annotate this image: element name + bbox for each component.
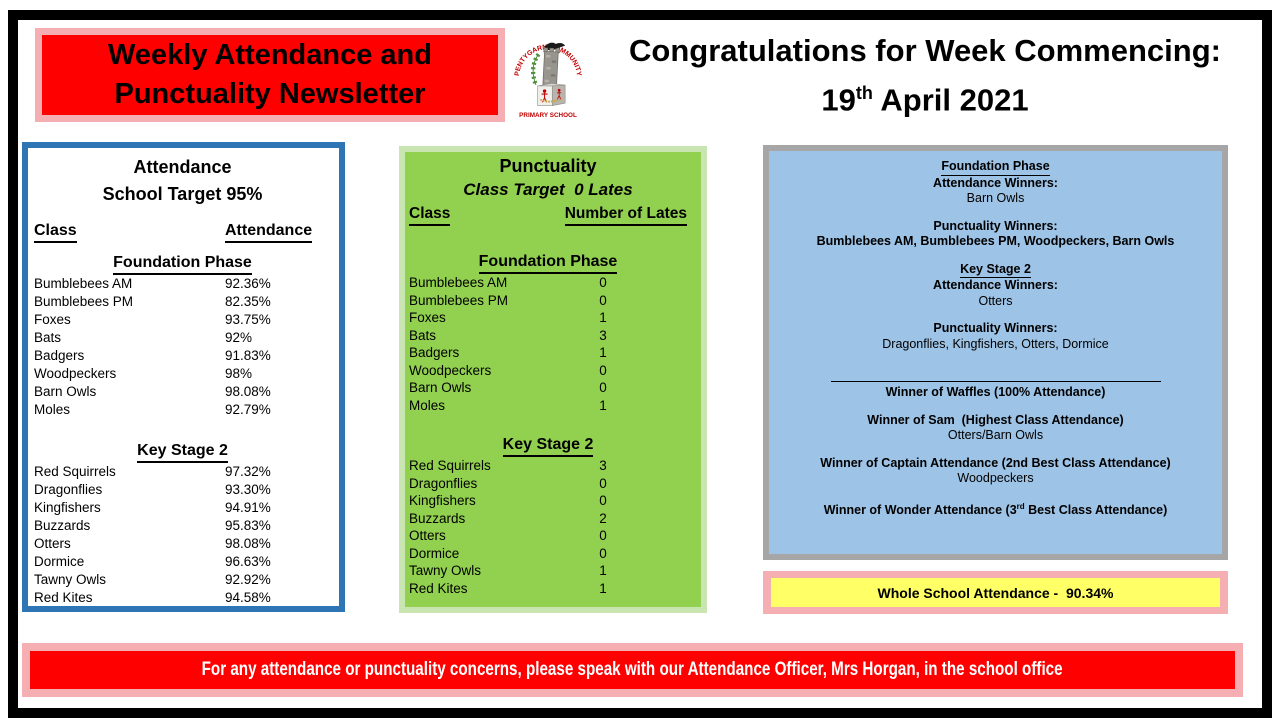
table-row: Bumblebees PM 82.35% [34, 294, 271, 309]
table-row: Dragonflies 93.30% [34, 482, 271, 497]
newsletter-title-line1: Weekly Attendance and [108, 39, 432, 71]
table-row: Barn Owls 0 [409, 380, 607, 395]
punctuality-winners-label: Punctuality Winners: [933, 218, 1058, 233]
punctuality-winners-label: Punctuality Winners: [933, 321, 1058, 335]
column-header-attendance: Attendance [225, 221, 313, 243]
table-row: Woodpeckers 0 [409, 362, 607, 378]
table-row: Red Squirrels 97.32% [34, 464, 271, 479]
table-row: Woodpeckers 98% [34, 366, 253, 381]
attendance-winners-label: Attendance Winners: [933, 278, 1058, 292]
attendance-column-headers: Class Attendance [34, 221, 331, 243]
table-row: Bats 92% [34, 330, 253, 345]
table-row: Moles 1 [409, 397, 607, 413]
attendance-box-title: Attendance School Target 95% [102, 157, 263, 204]
award-captain-attendance-winner: Woodpeckers [957, 471, 1034, 485]
table-row: Moles 92.79% [34, 402, 271, 417]
table-row: Dormice 0 [409, 545, 607, 561]
attendance-box: Attendance School Target 95% Class Atten… [22, 142, 345, 612]
section-heading-foundation-phase: Foundation Phase [409, 252, 687, 274]
logo-laurel-icon [531, 52, 541, 86]
table-row: Tawny Owls 92.92% [34, 572, 271, 587]
table-row: Red Kites 1 [409, 580, 607, 596]
logo-bottom-text: PRIMARY SCHOOL [519, 112, 577, 119]
week-date: 19th April 2021 [821, 82, 1029, 118]
table-row: Buzzards 2 [409, 510, 607, 526]
award-captain-attendance: Winner of Captain Attendance (2nd Best C… [820, 455, 1171, 470]
congratulations-line: Congratulations for Week Commencing: [629, 33, 1221, 68]
table-row: Bats 3 [409, 327, 607, 343]
winners-ks2-heading: Key Stage 2 [781, 262, 1210, 278]
punctuality-box-title: Punctuality [499, 156, 597, 176]
attendance-winners-value: Barn Owls [966, 191, 1025, 205]
logo-tower [542, 47, 561, 88]
table-row: Kingfishers 94.91% [34, 500, 271, 515]
whole-school-attendance-banner: Whole School Attendance - 90.34% [763, 571, 1228, 614]
table-row: Dormice 96.63% [34, 554, 271, 569]
whole-school-attendance-text: Whole School Attendance - 90.34% [771, 578, 1220, 607]
footer-message: For any attendance or punctuality concer… [202, 659, 1063, 680]
table-row: Bumblebees PM 0 [409, 292, 607, 308]
table-row: Red Squirrels 3 [409, 458, 607, 473]
table-row: Barn Owls 98.08% [34, 384, 271, 399]
table-row: Red Kites 94.58% [34, 590, 271, 605]
table-row: Tawny Owls 1 [409, 563, 607, 578]
table-row: Bumblebees AM 0 [409, 275, 607, 290]
school-logo: PENTYGARN COMMUNITY [512, 27, 584, 126]
punctuality-box-subtitle: Class Target 0 Lates [463, 180, 633, 199]
award-waffles: Winner of Waffles (100% Attendance) [885, 385, 1106, 399]
table-row: Badgers 1 [409, 345, 607, 360]
attendance-winners-value: Otters [978, 293, 1013, 308]
newsletter-title-line2: Punctuality Newsletter [114, 78, 426, 110]
award-wonder-attendance: Winner of Wonder Attendance (3rd Best Cl… [823, 501, 1168, 517]
table-row: Badgers 91.83% [34, 348, 271, 363]
table-row: Buzzards 95.83% [34, 518, 271, 533]
column-header-lates: Number of Lates [564, 204, 687, 226]
table-row: Otters 98.08% [34, 536, 271, 551]
winners-box: Foundation Phase Attendance Winners: Bar… [763, 145, 1228, 560]
punctuality-column-headers: Class Number of Lates [409, 204, 687, 226]
newsletter-title-box: Weekly Attendance and Punctuality Newsle… [35, 28, 505, 122]
footer-banner: For any attendance or punctuality concer… [22, 643, 1243, 697]
table-row: Otters 0 [409, 528, 607, 543]
punctuality-winners-value: Bumblebees AM, Bumblebees PM, Woodpecker… [816, 234, 1175, 248]
congratulations-heading: Congratulations for Week Commencing: 19t… [592, 31, 1258, 122]
divider-line [830, 381, 1161, 382]
newsletter-title: Weekly Attendance and Punctuality Newsle… [42, 35, 498, 115]
table-row: Foxes 93.75% [34, 312, 271, 327]
table-row: Foxes 1 [409, 310, 607, 325]
column-header-class: Class [34, 221, 77, 243]
table-row: Bumblebees AM 92.36% [34, 276, 271, 291]
section-heading-foundation-phase: Foundation Phase [34, 253, 331, 275]
table-row: Kingfishers 0 [409, 493, 607, 508]
punctuality-winners-value: Dragonflies, Kingfishers, Otters, Dormic… [882, 336, 1109, 351]
logo-cube [537, 83, 566, 107]
section-heading-key-stage-2: Key Stage 2 [409, 435, 687, 457]
school-logo-image: PENTYGARN COMMUNITY [514, 42, 582, 119]
punctuality-box: Punctuality Class Target 0 Lates Class N… [399, 146, 707, 613]
award-sam: Winner of Sam (Highest Class Attendance) [867, 412, 1124, 427]
page-border-frame [8, 10, 1272, 718]
attendance-winners-label: Attendance Winners: [933, 175, 1058, 190]
table-row: Dragonflies 0 [409, 475, 607, 491]
award-sam-winner: Otters/Barn Owls [947, 428, 1044, 442]
winners-foundation-heading: Foundation Phase [781, 159, 1210, 176]
column-header-class: Class [409, 204, 451, 226]
section-heading-key-stage-2: Key Stage 2 [34, 441, 331, 463]
